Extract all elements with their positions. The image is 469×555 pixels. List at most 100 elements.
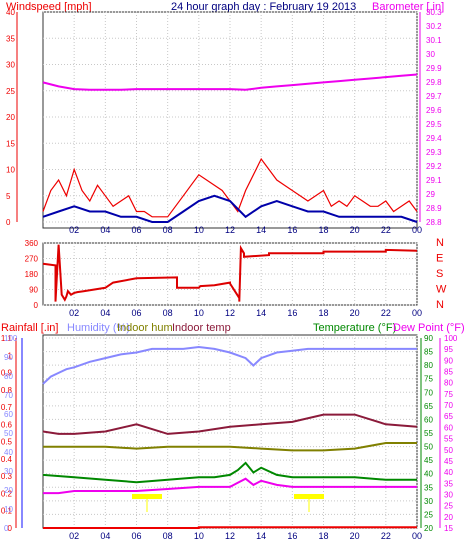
x-tick-label: 12: [225, 308, 235, 318]
dew-point-tick-label: 85: [444, 368, 453, 377]
barometer-tick-label: 30.1: [426, 36, 442, 45]
temperature-tick-label: 70: [424, 388, 433, 397]
humidity-tick-label: 10: [4, 505, 13, 514]
dew-point-tick-label: 70: [444, 401, 453, 410]
x-tick-label: 12: [225, 531, 235, 541]
x-tick-label: 20: [350, 225, 360, 235]
x-tick-label: 22: [381, 225, 391, 235]
dew-point-tick-label: 90: [444, 356, 453, 365]
windspeed-tick-label: 15: [6, 139, 15, 148]
humidity-tick-label: 0: [4, 524, 9, 533]
temperature-tick-label: 25: [424, 510, 433, 519]
dew-point-tick-label: 30: [444, 490, 453, 499]
temperature-tick-label: 80: [424, 361, 433, 370]
windspeed-tick-label: 25: [6, 87, 15, 96]
x-tick-label: 02: [69, 225, 79, 235]
barometer-tick-label: 29.6: [426, 106, 442, 115]
dew-point-tick-label: 45: [444, 457, 453, 466]
direction-tick-label: 0: [34, 301, 39, 310]
x-tick-label: 08: [163, 225, 173, 235]
wind_avg-series: [42, 194, 418, 223]
humidity-tick-label: 100: [4, 334, 18, 343]
rainfall-tick-label: 0.7: [1, 403, 13, 412]
indoor_temp-series: [42, 413, 418, 435]
direction-tick-label: 90: [29, 286, 38, 295]
dew_point-series: [43, 477, 417, 495]
x-tick-label: 04: [100, 308, 110, 318]
barometer-tick-label: 29: [426, 190, 435, 199]
x-tick-label: 18: [318, 308, 328, 318]
barometer-tick-label: 29.5: [426, 120, 442, 129]
rainfall-tick-label: 0.1: [1, 507, 13, 516]
temperature-tick-label: 65: [424, 402, 433, 411]
barometer-tick-label: 29.1: [426, 176, 442, 185]
legend-dew-point: Dew Point (°F): [393, 322, 465, 334]
windspeed-tick-label: 0: [6, 218, 11, 227]
rainfall-tick-label: 1: [8, 351, 13, 360]
temperature-tick-label: 90: [424, 334, 433, 343]
rainfall-series: [43, 526, 417, 529]
humidity-tick-label: 30: [4, 467, 13, 476]
dew-point-tick-label: 35: [444, 479, 453, 488]
windspeed-tick-label: 20: [6, 113, 15, 122]
dew-point-tick-label: 65: [444, 412, 453, 421]
barometer-tick-label: 29.4: [426, 134, 442, 143]
windspeed-tick-label: 30: [6, 61, 15, 70]
dew-point-tick-label: 60: [444, 423, 453, 432]
x-tick-label: 10: [194, 308, 204, 318]
rainfall-tick-label: 0.8: [1, 386, 13, 395]
x-tick-label: 18: [318, 225, 328, 235]
humidity-tick-label: 90: [4, 353, 13, 362]
x-tick-label: 10: [194, 531, 204, 541]
x-tick-label: 14: [256, 225, 266, 235]
temperature-tick-label: 60: [424, 415, 433, 424]
temperature-tick-label: 35: [424, 483, 433, 492]
windspeed-tick-label: 5: [6, 192, 11, 201]
windspeed-axis-title: Windspeed [mph]: [6, 1, 92, 13]
barometer-tick-label: 30: [426, 50, 435, 59]
dew-point-tick-label: 15: [444, 524, 453, 533]
barometer-tick-label: 28.8: [426, 218, 442, 227]
humidity-tick-label: 40: [4, 448, 13, 457]
dew-point-tick-label: 25: [444, 502, 453, 511]
dew-point-tick-label: 20: [444, 513, 453, 522]
x-tick-label: 22: [381, 531, 391, 541]
rainfall-tick-label: 0.5: [1, 438, 13, 447]
dew-point-min-marker: [132, 494, 162, 499]
compass-tick-label: N: [436, 299, 444, 311]
x-tick-label: 08: [163, 531, 173, 541]
graph-title: 24 hour graph day : February 19 2013: [171, 1, 356, 13]
legend-temperature: Temperature (°F): [313, 322, 396, 334]
compass-tick-label: W: [436, 284, 447, 296]
x-tick-label: 08: [163, 308, 173, 318]
x-tick-label: 10: [194, 225, 204, 235]
barometer-tick-label: 29.7: [426, 92, 442, 101]
x-tick-label: 20: [350, 531, 360, 541]
barometer-tick-label: 29.2: [426, 162, 442, 171]
legend-indoor-temp: Indoor temp: [172, 322, 231, 334]
rainfall-tick-label: 0.2: [1, 489, 13, 498]
temperature-tick-label: 75: [424, 375, 433, 384]
x-tick-label: 14: [256, 531, 266, 541]
dew-point-max-marker: [294, 494, 324, 499]
x-tick-label: 00: [412, 308, 422, 318]
x-tick-label: 00: [412, 531, 422, 541]
windspeed-tick-label: 40: [6, 8, 15, 17]
rainfall-tick-label: 0.6: [1, 420, 13, 429]
humidity-tick-label: 60: [4, 410, 13, 419]
dew-point-tick-label: 95: [444, 345, 453, 354]
legend-rainfall: Rainfall [.in]: [1, 322, 58, 334]
temperature-tick-label: 30: [424, 497, 433, 506]
humidity-tick-label: 80: [4, 372, 13, 381]
barometer-tick-label: 28.9: [426, 204, 442, 213]
direction-tick-label: 270: [25, 255, 39, 264]
barometer-axis-title: Barometer [.in]: [372, 1, 444, 13]
rainfall-tick-label: 0.4: [1, 455, 13, 464]
dew-point-tick-label: 80: [444, 379, 453, 388]
x-tick-label: 18: [318, 531, 328, 541]
rainfall-tick-label: 1.1: [1, 334, 13, 343]
temperature-tick-label: 85: [424, 348, 433, 357]
barometer-tick-label: 29.3: [426, 148, 442, 157]
x-tick-label: 02: [69, 531, 79, 541]
